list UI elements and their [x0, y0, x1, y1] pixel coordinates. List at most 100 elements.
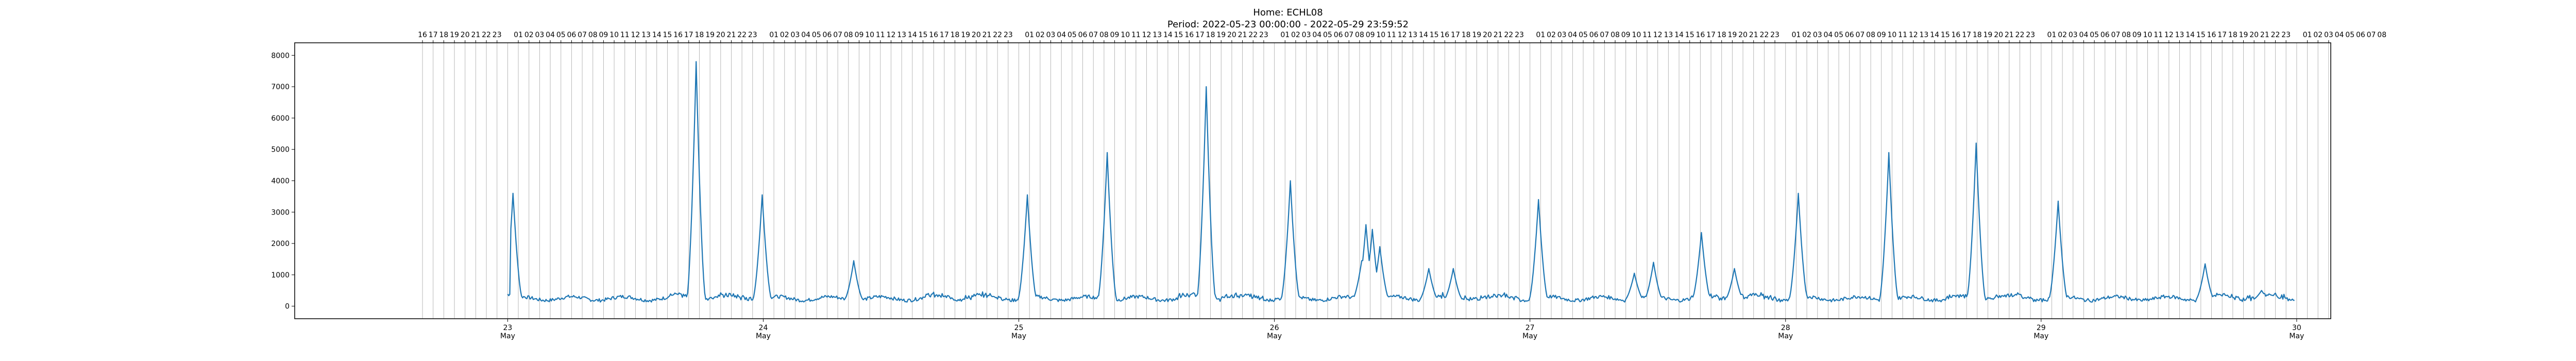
top-hour-label: 16: [1696, 31, 1705, 39]
top-hour-label: 23: [1259, 31, 1268, 39]
series-line: [507, 61, 2295, 303]
top-hour-label: 16: [1184, 31, 1194, 39]
top-hour-label: 18: [1973, 31, 1982, 39]
top-hour-label: 07: [1855, 31, 1865, 39]
y-tick-label: 0: [285, 303, 290, 311]
top-hour-label: 05: [2090, 31, 2099, 39]
top-hour-label: 20: [2249, 31, 2259, 39]
top-hour-label: 06: [1078, 31, 1088, 39]
top-hour-label: 01: [769, 31, 778, 39]
top-hour-label: 21: [1238, 31, 1247, 39]
top-hour-label: 21: [727, 31, 736, 39]
top-hour-label: 12: [1142, 31, 1151, 39]
top-hour-label: 22: [737, 31, 747, 39]
top-hour-label: 20: [1483, 31, 1492, 39]
top-hour-label: 07: [833, 31, 842, 39]
top-hour-label: 07: [1600, 31, 1609, 39]
top-hour-label: 21: [982, 31, 992, 39]
top-hour-label: 17: [1706, 31, 1716, 39]
top-hour-label: 10: [865, 31, 874, 39]
top-hour-label: 17: [1195, 31, 1205, 39]
date-tick-day: 28: [1781, 324, 1790, 332]
top-hour-label: 05: [1579, 31, 1588, 39]
date-tick-month: May: [756, 332, 771, 340]
top-hour-label: 03: [2069, 31, 2078, 39]
top-hour-label: 17: [684, 31, 693, 39]
top-hour-label: 01: [2047, 31, 2057, 39]
y-tick-label: 4000: [271, 177, 290, 186]
top-hour-label: 03: [1302, 31, 1311, 39]
top-hour-label: 20: [716, 31, 725, 39]
top-hour-label: 10: [1121, 31, 1130, 39]
top-hour-label: 01: [1536, 31, 1545, 39]
top-hour-label: 03: [2324, 31, 2333, 39]
top-hour-label: 18: [439, 31, 448, 39]
top-hour-label: 06: [1845, 31, 1854, 39]
top-hour-label: 20: [1738, 31, 1748, 39]
top-hour-label: 09: [1366, 31, 1375, 39]
top-hour-label: 11: [620, 31, 630, 39]
top-hour-label: 20: [1227, 31, 1236, 39]
top-hour-label: 04: [1057, 31, 1066, 39]
top-hour-label: 17: [1451, 31, 1460, 39]
top-hour-label: 06: [1334, 31, 1343, 39]
y-axis-ticks: 0 1000 2000 3000 4000 5000 6000 7000 8000: [271, 52, 295, 311]
date-tick-day: 23: [503, 324, 512, 332]
y-tick-label: 2000: [271, 240, 290, 248]
top-hour-label: 04: [1312, 31, 1321, 39]
top-hour-label: 11: [876, 31, 885, 39]
top-hour-label: 01: [1791, 31, 1801, 39]
top-hour-label: 04: [2335, 31, 2344, 39]
top-hour-label: 02: [780, 31, 789, 39]
top-hour-label: 08: [844, 31, 853, 39]
top-hour-label: 02: [2058, 31, 2067, 39]
top-hour-label: 10: [1632, 31, 1641, 39]
top-hour-label: 12: [1653, 31, 1663, 39]
top-hour-label: 03: [535, 31, 544, 39]
date-tick-day: 26: [1270, 324, 1279, 332]
top-hour-label: 17: [429, 31, 438, 39]
top-hour-label: 18: [2228, 31, 2238, 39]
top-hour-label: 13: [1408, 31, 1417, 39]
top-hour-label: 03: [1046, 31, 1056, 39]
top-hour-label: 07: [1344, 31, 1353, 39]
top-hour-label: 19: [2239, 31, 2248, 39]
top-hour-label: 23: [493, 31, 502, 39]
top-hour-label: 09: [2132, 31, 2142, 39]
top-hour-label: 03: [1813, 31, 1822, 39]
top-hour-label: 22: [1504, 31, 1513, 39]
top-hour-label: 09: [1110, 31, 1120, 39]
top-hour-label: 23: [2026, 31, 2035, 39]
top-hour-label: 09: [1877, 31, 1886, 39]
top-hour-label: 08: [1355, 31, 1364, 39]
y-tick-label: 1000: [271, 271, 290, 280]
top-hour-label: 19: [961, 31, 970, 39]
top-hour-label: 18: [1717, 31, 1726, 39]
top-hour-label: 02: [1547, 31, 1556, 39]
chart-title: Home: ECHL08: [1253, 7, 1323, 18]
top-hour-label: 07: [578, 31, 587, 39]
top-hour-label: 09: [855, 31, 864, 39]
top-hour-label: 05: [556, 31, 566, 39]
date-tick-day: 30: [2292, 324, 2301, 332]
top-hour-label: 02: [1036, 31, 1045, 39]
top-hour-label: 16: [2207, 31, 2216, 39]
top-hour-label: 08: [1611, 31, 1620, 39]
y-tick-label: 8000: [271, 52, 290, 60]
top-hour-label: 02: [524, 31, 534, 39]
top-hour-label: 12: [1909, 31, 1918, 39]
top-hour-label: 11: [1387, 31, 1396, 39]
top-hour-label: 23: [748, 31, 757, 39]
top-hour-label: 11: [2154, 31, 2163, 39]
top-hour-label: 22: [482, 31, 491, 39]
top-hour-label: 20: [972, 31, 981, 39]
chart-subtitle: Period: 2022-05-23 00:00:00 - 2022-05-29…: [1167, 19, 1409, 30]
top-hour-label: 19: [1727, 31, 1737, 39]
top-hour-label: 06: [823, 31, 832, 39]
top-hour-label: 19: [450, 31, 459, 39]
top-hour-label: 16: [418, 31, 427, 39]
